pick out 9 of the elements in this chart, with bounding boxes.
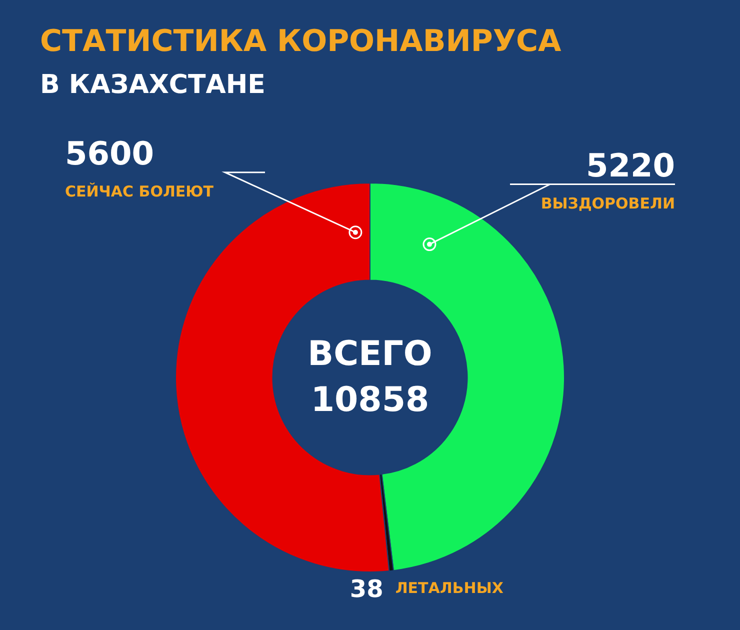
chart-title: СТАТИСТИКА КОРОНАВИРУСА xyxy=(40,24,562,59)
slice-label: ВЫЗДОРОВЕЛИ xyxy=(540,194,675,212)
text: ВСЕГО 10858 xyxy=(306,333,434,422)
data-label: 5220 xyxy=(586,146,675,184)
slice-label: СЕЙЧАС БОЛЕЮТ xyxy=(65,182,214,200)
data-label: 38 xyxy=(350,574,384,603)
data-label: 5600 xyxy=(65,134,154,172)
chart-subtitle: В КАЗАХСТАНЕ xyxy=(40,70,266,100)
slice-label: ЛЕТАЛЬНЫХ xyxy=(395,578,504,597)
